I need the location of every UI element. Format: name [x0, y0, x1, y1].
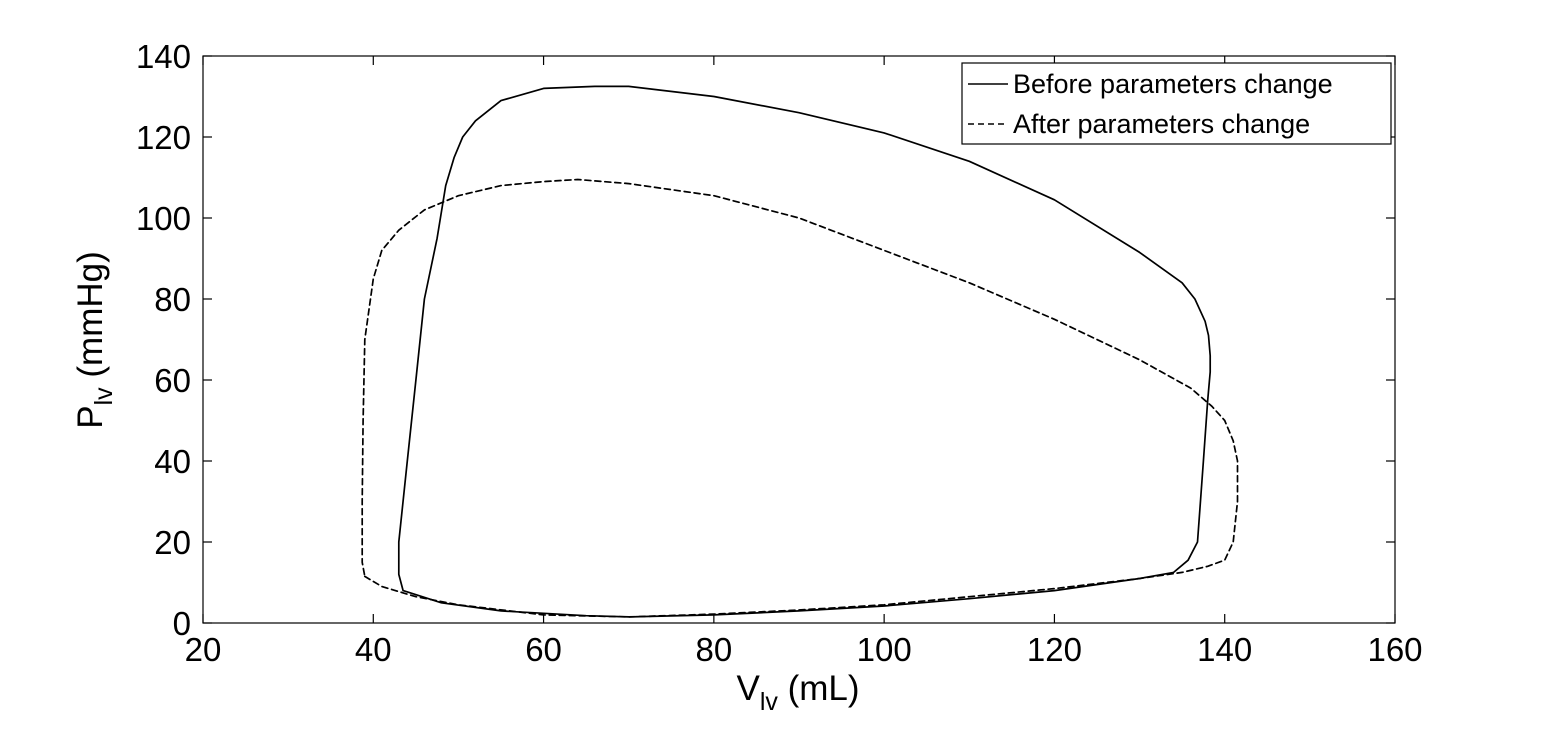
series-line-before [397, 85, 1212, 618]
x-tick-label: 140 [1197, 631, 1252, 668]
series-line-after [361, 178, 1239, 618]
y-tick-label: 40 [154, 443, 191, 480]
x-tick-label: 160 [1367, 631, 1422, 668]
x-tick-label: 20 [185, 631, 222, 668]
x-axis-title: Vlv (mL) [736, 669, 859, 716]
x-tick-label: 120 [1027, 631, 1082, 668]
y-axis: 0 20 40 60 80 100 120 140 [136, 38, 1395, 642]
legend-box [961, 62, 1392, 145]
plot-area [202, 55, 1396, 624]
y-axis-title: Plv (mmHg) [71, 251, 118, 429]
y-tick-label: 100 [136, 200, 191, 237]
y-tick-label: 120 [136, 119, 191, 156]
y-tick-label: 0 [173, 605, 191, 642]
y-tick-label: 80 [154, 281, 191, 318]
series-layer [361, 85, 1239, 618]
x-tick-label: 80 [695, 631, 732, 668]
legend: Before parameters change After parameter… [961, 62, 1392, 145]
x-tick-label: 100 [857, 631, 912, 668]
y-tick-label: 60 [154, 362, 191, 399]
y-tick-label: 20 [154, 524, 191, 561]
legend-label-after: After parameters change [1013, 109, 1310, 139]
x-tick-label: 40 [355, 631, 392, 668]
y-tick-label: 140 [136, 38, 191, 75]
legend-label-before: Before parameters change [1013, 69, 1333, 99]
x-tick-label: 60 [525, 631, 562, 668]
x-axis: 20 40 60 80 100 120 140 160 [185, 56, 1423, 668]
